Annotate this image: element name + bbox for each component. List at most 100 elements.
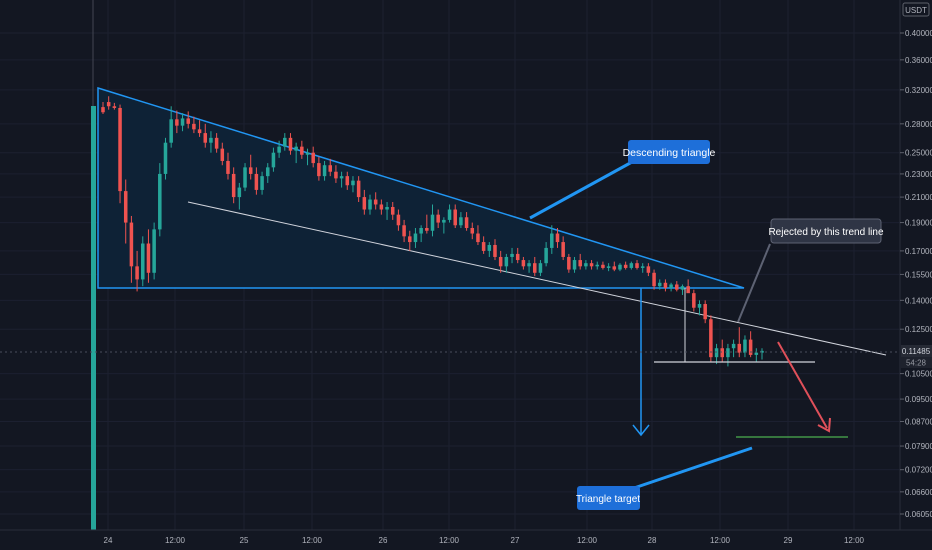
candle-body <box>754 352 759 355</box>
candle-body <box>300 146 304 155</box>
candle-body <box>720 348 724 358</box>
candle-body <box>339 176 344 179</box>
candle-body <box>220 148 225 161</box>
callout-descending-triangle[interactable] <box>628 140 710 164</box>
candle-body <box>714 348 719 358</box>
candle-body <box>737 343 742 353</box>
candle-body <box>680 286 685 290</box>
candle-body <box>538 263 543 273</box>
candle-body <box>118 107 122 192</box>
candle-body <box>453 209 457 226</box>
candle-body <box>408 236 412 243</box>
candle-body <box>493 244 497 257</box>
candle-body <box>288 137 293 151</box>
time-tick-label: 28 <box>648 536 657 545</box>
candle-body <box>351 180 355 186</box>
candle-body <box>317 163 321 177</box>
candle-body <box>146 243 151 273</box>
candle-body <box>379 204 384 210</box>
candle-body <box>640 266 645 268</box>
support-trend-line[interactable] <box>187 201 887 356</box>
currency-badge[interactable] <box>902 2 930 17</box>
price-tick-label: 0.17000 <box>905 247 932 256</box>
candle-body <box>283 137 287 147</box>
candle-body <box>748 339 753 355</box>
price-tick-label: 0.08700 <box>905 417 932 426</box>
candle-body <box>487 244 492 251</box>
candle-body <box>209 137 213 143</box>
candle-body <box>504 256 509 267</box>
candlestick-series <box>101 96 764 367</box>
candle-body <box>697 304 702 308</box>
price-axis[interactable]: 0.40000 0.36000 0.32000 0.28000 0.25000 0.230… <box>900 29 932 519</box>
candle-body <box>192 123 196 130</box>
candle-body <box>197 129 202 134</box>
candle-body <box>601 264 605 268</box>
descending-triangle-shape[interactable] <box>97 86 745 289</box>
candle-body <box>544 247 548 264</box>
candle-body <box>163 142 168 174</box>
callout-rejected[interactable] <box>770 218 882 244</box>
candle-body <box>362 197 367 210</box>
time-tick-label: 26 <box>379 536 388 545</box>
candle-body <box>356 180 361 198</box>
candle-body <box>510 253 514 257</box>
countdown-badge <box>901 357 932 368</box>
candle-body <box>527 263 531 267</box>
candle-body <box>373 199 378 205</box>
time-tick-label: 12:00 <box>165 536 186 545</box>
price-tick-label: 0.06050 <box>905 510 932 519</box>
candle-body <box>243 167 247 188</box>
candle-body <box>112 106 117 108</box>
candle-body <box>663 282 668 288</box>
time-axis[interactable]: 24 12:00 25 12:00 26 12:00 27 12:00 28 12:00 29 12:… <box>104 536 865 545</box>
candle-body <box>618 264 622 270</box>
candle-body <box>311 152 315 164</box>
time-tick-label: 12:00 <box>439 536 460 545</box>
candle-body <box>675 284 679 290</box>
candle-body <box>169 119 173 143</box>
candle-body <box>254 173 259 190</box>
candle-body <box>498 256 503 267</box>
callout-pointer-target <box>633 446 753 490</box>
candle-body <box>459 217 463 226</box>
candle-body <box>481 242 486 251</box>
candle-body <box>368 199 372 210</box>
candle-body <box>686 286 690 294</box>
candle-body <box>709 319 713 358</box>
price-tick-label: 0.28000 <box>905 120 932 129</box>
candle-body <box>521 260 526 267</box>
candle-body <box>390 206 395 215</box>
candle-body <box>141 243 145 280</box>
current-price-badge <box>901 345 932 357</box>
candle-body <box>731 343 736 349</box>
callout-pointer-triangle <box>529 160 633 220</box>
candle-body <box>561 242 565 257</box>
price-tick-label: 0.15500 <box>905 270 932 279</box>
candle-body <box>623 264 628 268</box>
candle-body <box>214 137 219 149</box>
down-arrow-head <box>817 417 831 433</box>
candle-body <box>692 293 696 308</box>
price-tick-label: 0.09500 <box>905 395 932 404</box>
start-bar <box>91 106 96 530</box>
callout-triangle-target[interactable] <box>577 486 640 510</box>
candle-body <box>703 304 707 320</box>
candle-body <box>231 173 236 198</box>
candle-body <box>101 107 105 113</box>
candle-body <box>657 282 662 287</box>
callout-rejected-label: Rejected by this trend line <box>768 227 884 238</box>
price-tick-label: 0.06600 <box>905 488 932 497</box>
countdown-label: 54:28 <box>906 359 927 368</box>
candle-body <box>152 229 156 273</box>
candle-body <box>186 118 190 124</box>
price-tick-label: 0.23000 <box>905 170 932 179</box>
candle-body <box>271 152 276 168</box>
time-tick-label: 12:00 <box>302 536 323 545</box>
candle-body <box>578 260 582 267</box>
candle-body <box>425 227 429 231</box>
callout-descending-triangle-label: Descending triangle <box>623 147 716 159</box>
price-tick-label: 0.19000 <box>905 219 932 228</box>
candle-body <box>470 227 475 234</box>
